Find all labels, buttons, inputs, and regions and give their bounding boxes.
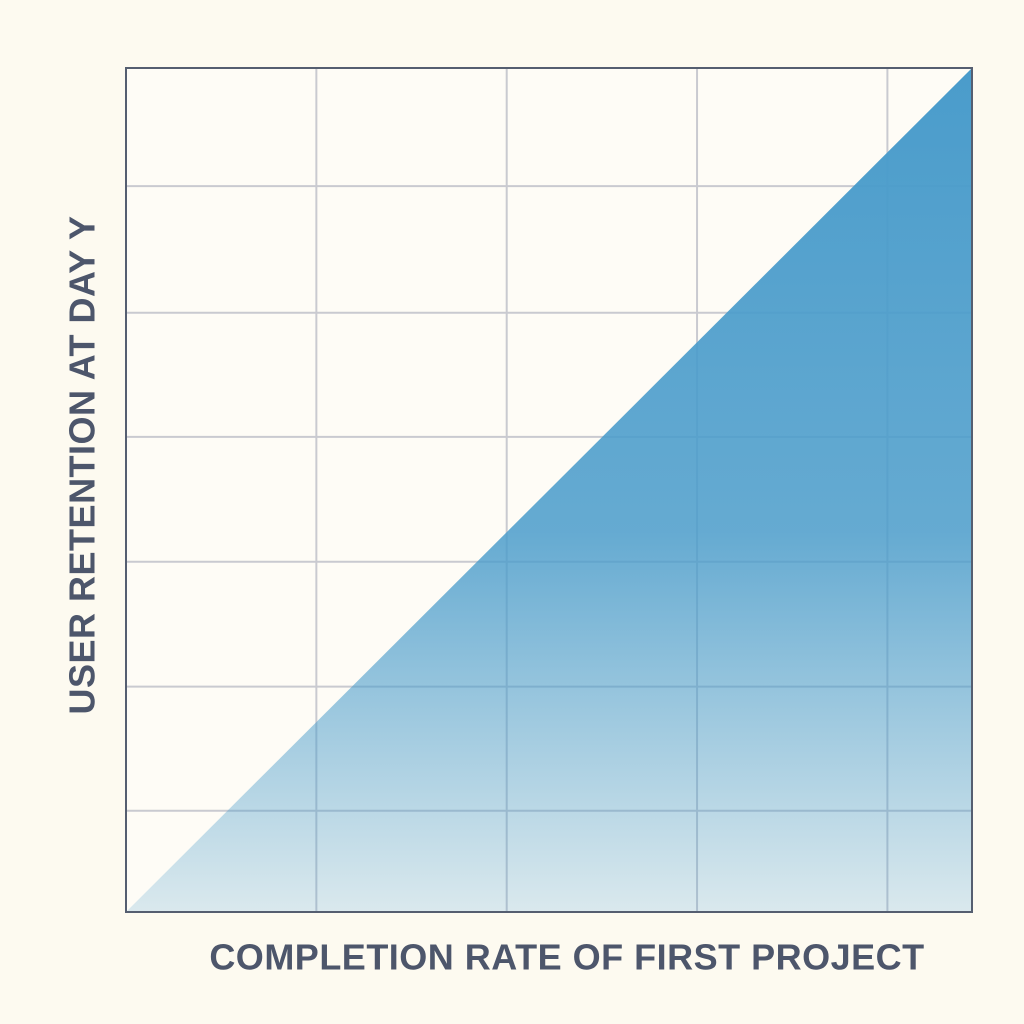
x-axis-title: COMPLETION RATE OF FIRST PROJECT <box>209 937 924 978</box>
plot-frame <box>125 67 973 913</box>
marks <box>126 68 972 912</box>
y-axis-title: USER RETENTION AT DAY Y <box>62 216 103 715</box>
area <box>126 68 972 912</box>
